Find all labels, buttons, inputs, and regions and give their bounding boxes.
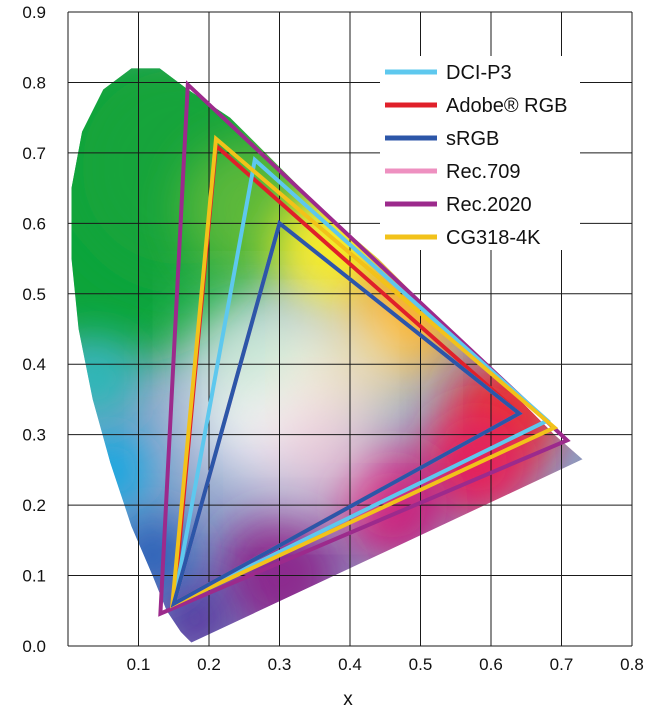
color-blob xyxy=(201,300,301,400)
legend: DCI-P3 Adobe® RGB sRGB Rec.709 Rec.2020 CG318… xyxy=(380,56,580,250)
x-axis-title: x xyxy=(343,689,353,710)
y-tick-label: 0.0 xyxy=(22,637,46,656)
x-tick-label: 0.3 xyxy=(268,655,292,674)
x-tick-label: 0.4 xyxy=(338,655,362,674)
color-blob xyxy=(71,427,153,513)
x-tick-label: 0.6 xyxy=(479,655,503,674)
y-tick-label: 0.9 xyxy=(22,3,46,22)
legend-label: Rec.2020 xyxy=(446,194,532,216)
x-tick-label: 0.7 xyxy=(550,655,574,674)
gamut-triangle-cg318-4k xyxy=(169,134,559,609)
gamut-triangle-srgb xyxy=(170,219,523,608)
legend-label: Adobe® RGB xyxy=(446,95,567,117)
y-tick-label: 0.8 xyxy=(22,73,46,92)
y-tick-label: 0.6 xyxy=(22,214,46,233)
gamut-triangle-rec-2020 xyxy=(158,80,571,617)
y-tick-label: 0.2 xyxy=(22,496,46,515)
legend-background xyxy=(380,56,580,250)
y-tick-label: 0.4 xyxy=(22,355,46,374)
y-tick-label: 0.7 xyxy=(22,144,46,163)
x-tick-label: 0.1 xyxy=(127,655,151,674)
y-tick-label: 0.3 xyxy=(22,426,46,445)
legend-label: Rec.709 xyxy=(446,161,521,183)
legend-label: DCI-P3 xyxy=(446,62,512,84)
color-blob xyxy=(71,336,139,421)
x-tick-label: 0.5 xyxy=(409,655,433,674)
color-blob xyxy=(272,406,372,506)
x-tick-label: 0.8 xyxy=(620,655,644,674)
axis-ticks: 0.1 0.2 0.3 0.4 0.5 0.6 0.7 0.8 0.0 0.1 0.2 0.3 0.4 0… xyxy=(22,3,643,674)
x-tick-label: 0.2 xyxy=(197,655,221,674)
gamut-triangle-dci-p3 xyxy=(171,156,551,608)
gamut-triangles xyxy=(158,80,571,617)
legend-label: CG318-4K xyxy=(446,227,541,249)
y-tick-label: 0.5 xyxy=(22,285,46,304)
legend-label: sRGB xyxy=(446,128,499,150)
y-tick-label: 0.1 xyxy=(22,567,46,586)
